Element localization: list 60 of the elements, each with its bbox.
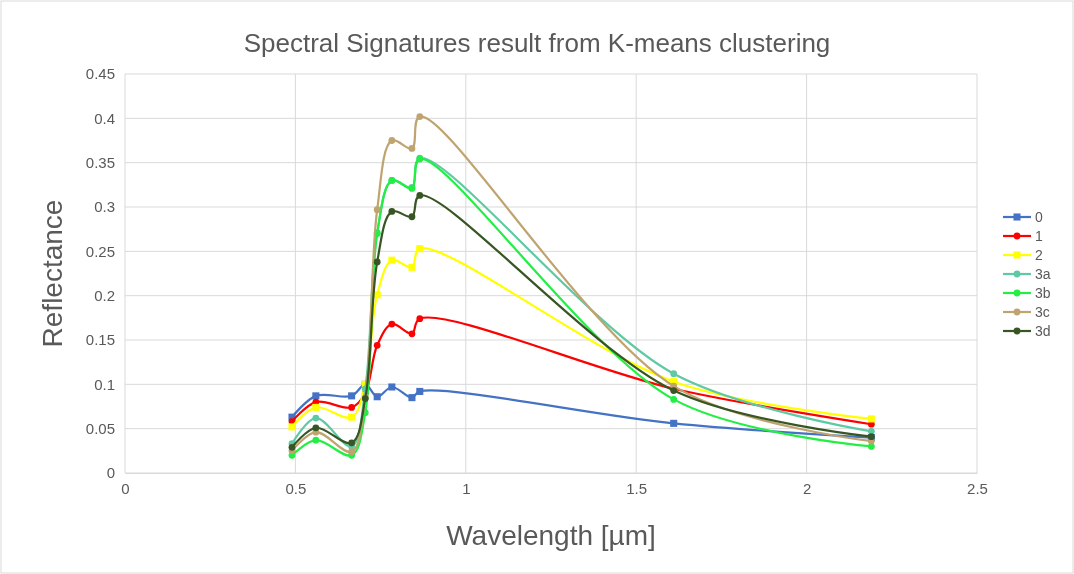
- point: [348, 392, 356, 400]
- x-tick-label: 0: [121, 479, 130, 497]
- point: [373, 258, 381, 266]
- y-tick-label: 0.2: [94, 286, 115, 304]
- point: [312, 403, 320, 411]
- point: [408, 330, 416, 338]
- x-axis-title: Wavelength [µm]: [446, 520, 656, 551]
- chart-title: Spectral Signatures result from K-means clustering: [243, 28, 831, 58]
- point: [408, 263, 416, 271]
- point: [416, 113, 424, 120]
- x-tick-label: 1.5: [626, 479, 648, 497]
- point: [373, 393, 381, 401]
- legend-label: 3d: [1035, 323, 1051, 339]
- y-tick-label: 0: [106, 464, 115, 482]
- point: [348, 413, 356, 421]
- point: [867, 415, 875, 423]
- point: [867, 443, 875, 450]
- point: [373, 341, 381, 349]
- legend-label: 0: [1035, 209, 1043, 225]
- point: [408, 213, 416, 221]
- y-tick-label: 0.4: [94, 109, 115, 127]
- x-tick-label: 0.5: [285, 479, 307, 497]
- point: [312, 436, 320, 444]
- y-tick-label: 0.3: [94, 198, 115, 216]
- point: [388, 137, 396, 144]
- legend-label: 1: [1035, 228, 1043, 244]
- y-axis-title: Reflectance: [37, 199, 68, 348]
- point: [312, 392, 320, 400]
- y-tick-label: 0.1: [94, 375, 115, 393]
- x-tick-label: 2: [802, 479, 812, 497]
- x-tick-label: 1: [462, 479, 471, 497]
- point: [348, 439, 356, 447]
- point: [312, 414, 320, 422]
- point: [416, 245, 424, 253]
- point: [373, 206, 381, 214]
- point: [388, 256, 396, 264]
- point: [416, 387, 424, 395]
- point: [416, 192, 424, 199]
- point: [388, 208, 396, 215]
- point: [312, 424, 320, 432]
- x-tick-label: 2.5: [967, 479, 988, 497]
- y-tick-label: 0.25: [85, 242, 115, 260]
- point: [388, 320, 396, 328]
- y-tick-label: 0.45: [85, 65, 115, 83]
- legend-label: 3b: [1035, 285, 1051, 301]
- legend-label: 3c: [1035, 304, 1050, 320]
- point: [408, 394, 416, 402]
- y-tick-label: 0.05: [85, 419, 115, 437]
- point: [348, 404, 356, 411]
- point: [416, 315, 424, 323]
- legend-label: 2: [1035, 247, 1043, 263]
- point: [670, 396, 678, 403]
- y-tick-label: 0.15: [85, 331, 115, 349]
- point: [670, 370, 678, 378]
- point: [388, 383, 396, 391]
- point: [288, 423, 296, 431]
- point: [670, 419, 678, 427]
- y-tick-label: 0.35: [85, 153, 115, 171]
- legend-label: 3a: [1035, 266, 1051, 282]
- point: [408, 145, 416, 152]
